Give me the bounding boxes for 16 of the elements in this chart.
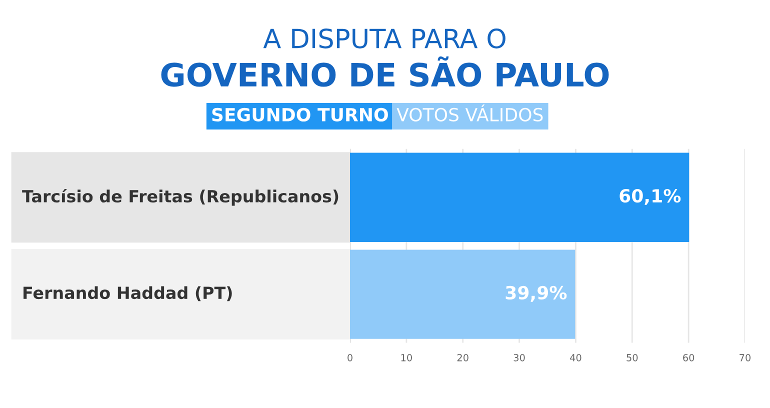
data-label: 39,9%	[506, 286, 567, 302]
text: VOTOS VÁLIDOS	[396, 104, 543, 122]
x-tick-label: 70	[740, 354, 751, 362]
x-tick-label: 0	[348, 354, 352, 362]
y-tick-label: Fernando Haddad (PT)	[24, 286, 232, 302]
x-tick-label: 40	[570, 354, 582, 362]
chart-title: A DISPUTA PARA O	[263, 28, 506, 48]
x-tick-label: 60	[683, 354, 694, 362]
x-tick-label: 10	[401, 354, 412, 362]
data-label: 60,1%	[620, 188, 681, 205]
x-tick-label: 50	[626, 354, 638, 362]
x-tick-label: 20	[457, 354, 468, 362]
x-tick-label: 30	[514, 354, 525, 362]
text: SEGUNDO TURNO	[212, 108, 388, 122]
y-tick-label: Tarcísio de Freitas (Republicanos)	[22, 188, 338, 206]
chart-subtitle: GOVERNO DE SÃO PAULO	[161, 56, 609, 87]
